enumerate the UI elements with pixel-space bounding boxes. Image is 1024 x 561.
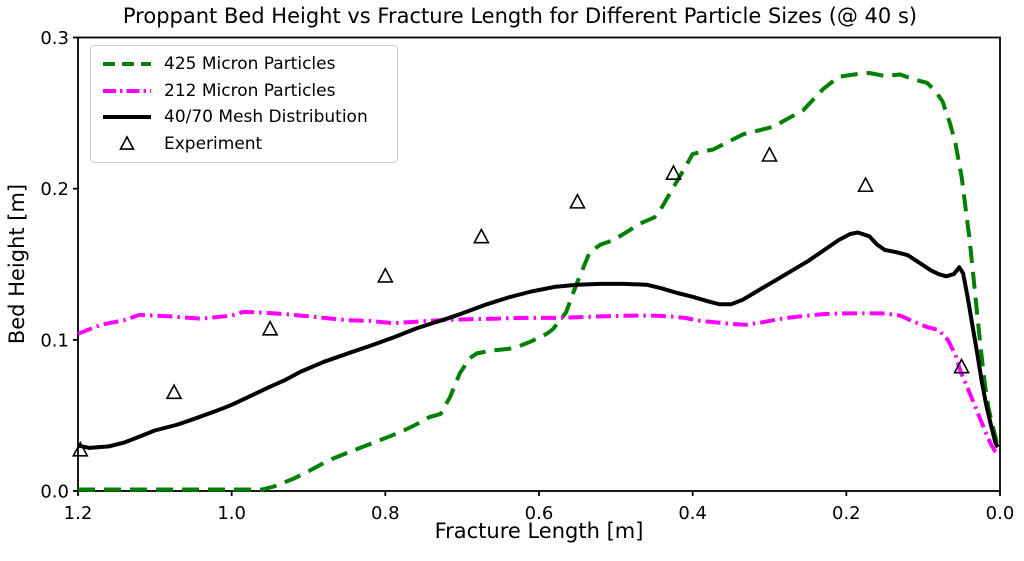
legend-swatch-dashed-line-icon: [103, 62, 151, 67]
series-experiment-markers: [71, 146, 970, 457]
series-line-2: [77, 230, 1000, 450]
x-axis-label: Fracture Length [m]: [434, 519, 644, 543]
x-tick-label: 1.2: [64, 503, 93, 524]
chart-title: Proppant Bed Height vs Fracture Length f…: [122, 4, 918, 28]
legend-item-425-micron: 425 Micron Particles: [99, 51, 389, 77]
legend-item-212-micron: 212 Micron Particles: [99, 78, 389, 104]
legend-swatch-solid-line-icon: [103, 115, 151, 120]
x-tick-label: 1.0: [217, 503, 246, 524]
legend-label: Experiment: [164, 133, 263, 154]
legend-triangle-marker: [119, 134, 135, 150]
experiment-triangle-marker: [261, 319, 279, 336]
y-tick-label: 0.0: [40, 482, 69, 503]
experiment-triangle-marker: [953, 357, 970, 374]
y-tick-label: 0.1: [40, 330, 69, 351]
x-tick-label: 0.8: [371, 503, 400, 524]
legend-swatch-dashdot-line-icon: [103, 88, 151, 93]
experiment-triangle-marker: [377, 267, 394, 283]
legend-swatch-triangle-marker-icon: [119, 134, 135, 150]
experiment-triangle-marker: [857, 176, 874, 193]
y-tick-label: 0.2: [40, 179, 69, 200]
experiment-triangle-marker: [165, 383, 183, 400]
legend-item-4070-mesh: 40/70 Mesh Distribution: [99, 104, 389, 130]
y-tick-label: 0.3: [40, 28, 69, 49]
experiment-triangle-marker: [71, 440, 89, 457]
legend-label: 212 Micron Particles: [164, 80, 336, 101]
series-line-0: [78, 71, 1000, 492]
legend: 425 Micron Particles 212 Micron Particle…: [90, 45, 398, 163]
x-tick-label: 0.4: [678, 503, 707, 524]
experiment-triangle-marker: [665, 164, 682, 180]
y-axis-label: Bed Height [m]: [5, 183, 29, 345]
series-line-1: [77, 309, 1000, 456]
legend-label: 425 Micron Particles: [164, 54, 336, 75]
x-tick-label: 0.2: [832, 503, 861, 524]
x-tick-label: 0.6: [525, 503, 554, 524]
legend-item-experiment: Experiment: [99, 131, 389, 157]
experiment-triangle-marker: [569, 192, 586, 209]
legend-label: 40/70 Mesh Distribution: [164, 107, 368, 128]
x-tick-label: 0.0: [986, 503, 1015, 524]
experiment-triangle-marker: [761, 146, 778, 162]
experiment-triangle-marker: [473, 227, 490, 244]
